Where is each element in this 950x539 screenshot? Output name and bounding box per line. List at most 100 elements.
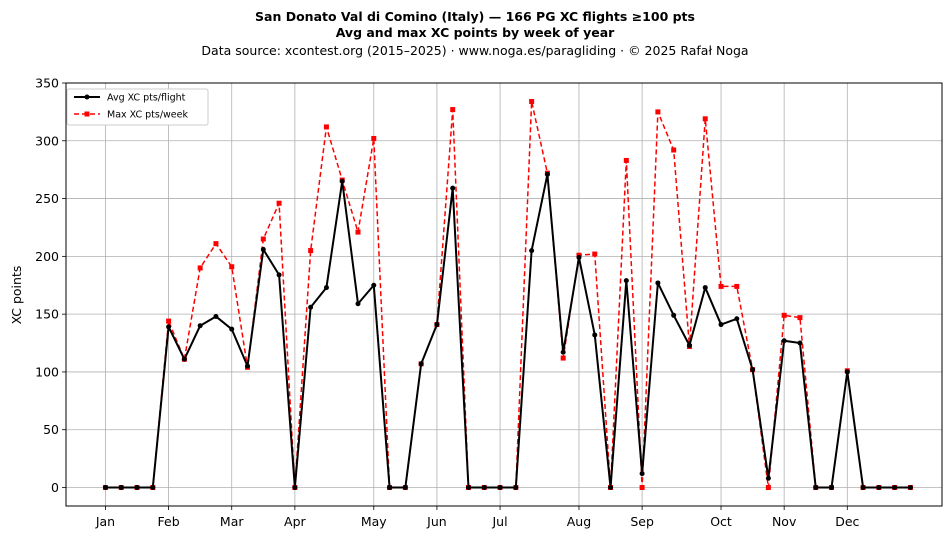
data-point-avg [308,304,314,310]
y-tick-label: 350 [35,76,59,91]
data-point-avg [513,485,519,491]
data-point-max [308,248,314,254]
series-layer [102,98,913,491]
data-point-max [197,265,203,271]
data-point-max [639,485,645,491]
data-point-avg [702,285,708,291]
data-point-avg [450,185,456,191]
data-point-avg [197,323,203,329]
data-point-avg [544,171,550,177]
y-tick-label: 0 [51,480,59,495]
data-point-avg [102,485,108,491]
data-point-avg [481,485,487,491]
data-point-avg [339,178,345,184]
data-point-avg [150,485,156,491]
legend-max-marker [84,111,90,117]
data-point-avg [592,332,598,338]
data-point-avg [876,485,882,491]
data-point-avg [355,301,361,307]
data-point-max [276,200,282,206]
data-point-max [592,251,598,257]
data-point-avg [245,363,251,369]
data-point-avg [418,361,424,367]
data-point-max [166,318,172,324]
data-point-avg [276,272,282,278]
x-tick-label: Feb [158,514,180,529]
data-point-max [671,147,677,153]
data-point-avg [655,280,661,286]
data-point-avg [292,485,298,491]
x-tick-label: Jun [426,514,447,529]
data-point-avg [765,475,771,481]
data-point-avg [829,485,835,491]
data-point-avg [734,316,740,322]
x-tick-label: Aug [567,514,591,529]
data-point-max [355,229,361,235]
data-point-avg [465,485,471,491]
chart-title-line1: San Donato Val di Comino (Italy) — 166 P… [255,9,695,24]
data-point-max [229,264,235,270]
data-point-avg [623,278,629,284]
data-point-avg [576,255,582,261]
data-point-avg [750,367,756,373]
data-point-avg [181,356,187,362]
data-point-avg [639,471,645,477]
data-point-avg [892,485,898,491]
plot-frame [65,82,943,507]
data-point-max [655,109,661,115]
data-point-avg [434,322,440,328]
data-point-max [765,485,771,491]
data-point-avg [560,349,566,355]
data-point-avg [387,485,393,491]
data-point-avg [166,324,172,330]
data-point-avg [608,485,614,491]
data-point-avg [781,338,787,344]
data-point-avg [686,342,692,348]
data-point-avg [213,313,219,319]
data-point-avg [371,282,377,288]
data-point-max [213,241,219,247]
data-point-max [718,283,724,289]
data-point-avg [529,248,535,254]
data-point-avg [229,326,235,332]
data-point-avg [671,312,677,318]
data-point-max [797,315,803,321]
data-point-avg [134,485,140,491]
data-point-avg [813,485,819,491]
data-point-avg [860,485,866,491]
data-point-avg [118,485,124,491]
legend: Avg XC pts/flight Max XC pts/week [66,88,209,126]
data-point-avg [718,322,724,328]
chart-subtitle: Data source: xcontest.org (2015–2025) · … [201,43,748,58]
data-point-max [734,283,740,289]
series-line-avg [105,173,911,489]
data-point-avg [260,246,266,252]
x-tick-label: Jul [492,514,508,529]
x-tick-label: Jan [95,514,115,529]
data-point-max [529,98,535,104]
data-point-avg [497,485,503,491]
legend-avg-marker [84,94,90,100]
data-point-max [623,157,629,163]
y-tick-label: 50 [43,422,59,437]
y-tick-label: 250 [35,191,59,206]
data-point-max [702,116,708,122]
x-tick-label: Dec [835,514,859,529]
y-tick-label: 300 [35,133,59,148]
data-point-max [371,135,377,141]
data-point-avg [844,369,850,375]
legend-box [66,88,209,126]
chart-title-line2: Avg and max XC points by week of year [336,25,615,40]
y-axis-label: XC points [9,266,24,325]
data-point-max [323,124,329,130]
x-tick-label: Oct [710,514,732,529]
y-tick-label: 100 [35,364,59,379]
data-point-avg [797,340,803,346]
x-tick-label: May [361,514,387,529]
x-tick-label: Apr [284,514,306,529]
data-point-avg [907,485,913,491]
data-point-max [781,312,787,318]
data-point-max [260,236,266,242]
x-tick-label: Nov [772,514,797,529]
